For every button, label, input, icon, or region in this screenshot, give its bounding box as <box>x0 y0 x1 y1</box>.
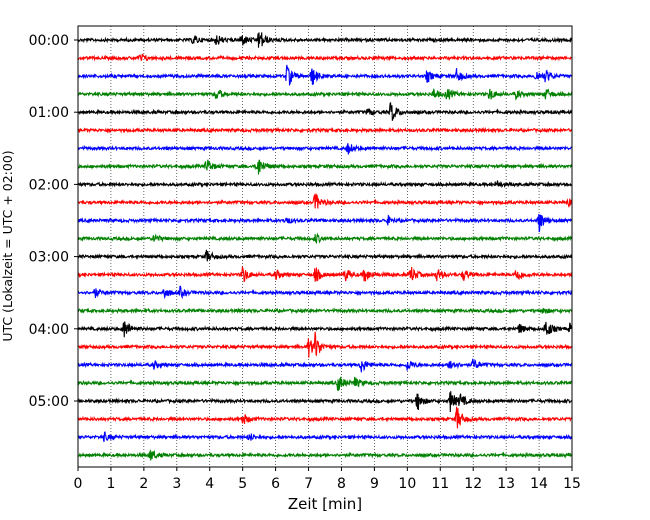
x-axis-label: Zeit [min] <box>288 495 362 513</box>
y-tick-label: 02:00 <box>29 177 69 193</box>
trace-0400 <box>77 321 573 338</box>
x-tick-label: 6 <box>271 476 280 492</box>
y-tick-label: 00:00 <box>29 33 69 49</box>
trace-0215 <box>77 193 573 209</box>
trace-0045 <box>77 88 573 101</box>
x-tick-label: 3 <box>172 476 181 492</box>
trace-0115 <box>77 126 573 134</box>
trace-0030 <box>77 64 573 87</box>
x-tick-label: 9 <box>370 476 379 492</box>
x-tick-label: 11 <box>431 476 449 492</box>
plot-area <box>78 26 572 467</box>
trace-0315 <box>77 265 573 283</box>
x-tick-label: 13 <box>497 476 515 492</box>
trace-0015 <box>77 53 573 62</box>
trace-0345 <box>77 307 573 315</box>
trace-0230 <box>77 214 573 233</box>
trace-0545 <box>77 449 573 461</box>
y-axis: 00:00 01:00 02:00 03:00 04:00 05:00 <box>29 33 78 410</box>
y-tick-label: 04:00 <box>29 322 69 338</box>
trace-0245 <box>77 232 573 244</box>
x-tick-label: 8 <box>337 476 346 492</box>
y-tick-label: 03:00 <box>29 250 69 266</box>
plot-frame <box>77 25 573 468</box>
x-tick-label: 1 <box>106 476 115 492</box>
x-tick-label: 2 <box>139 476 148 492</box>
trace-0430 <box>77 358 573 373</box>
x-tick-label: 12 <box>464 476 482 492</box>
y-tick-label: 05:00 <box>29 394 69 410</box>
x-tick-label: 4 <box>205 476 214 492</box>
trace-0330 <box>77 285 573 300</box>
trace-0530 <box>77 431 573 442</box>
trace-0145 <box>77 159 573 175</box>
y-axis-label: UTC (Lokalzeit = UTC + 02:00) <box>0 150 15 341</box>
x-tick-label: 5 <box>238 476 247 492</box>
trace-0445 <box>77 376 573 391</box>
x-tick-label: 15 <box>563 476 581 492</box>
x-tick-label: 10 <box>398 476 416 492</box>
trace-0130 <box>77 143 573 155</box>
seismic-traces <box>77 32 573 461</box>
trace-0100 <box>77 102 573 121</box>
trace-0000 <box>77 32 573 48</box>
x-tick-label: 14 <box>530 476 548 492</box>
trace-0415 <box>77 331 573 358</box>
trace-0515 <box>77 406 573 429</box>
trace-0200 <box>77 180 573 188</box>
trace-0500 <box>77 391 573 413</box>
x-tick-label: 7 <box>304 476 313 492</box>
x-axis: 0 1 2 3 4 5 6 7 8 9 10 11 12 13 14 15 <box>74 467 581 492</box>
trace-0300 <box>77 249 573 262</box>
y-tick-label: 01:00 <box>29 105 69 121</box>
x-tick-label: 0 <box>74 476 83 492</box>
